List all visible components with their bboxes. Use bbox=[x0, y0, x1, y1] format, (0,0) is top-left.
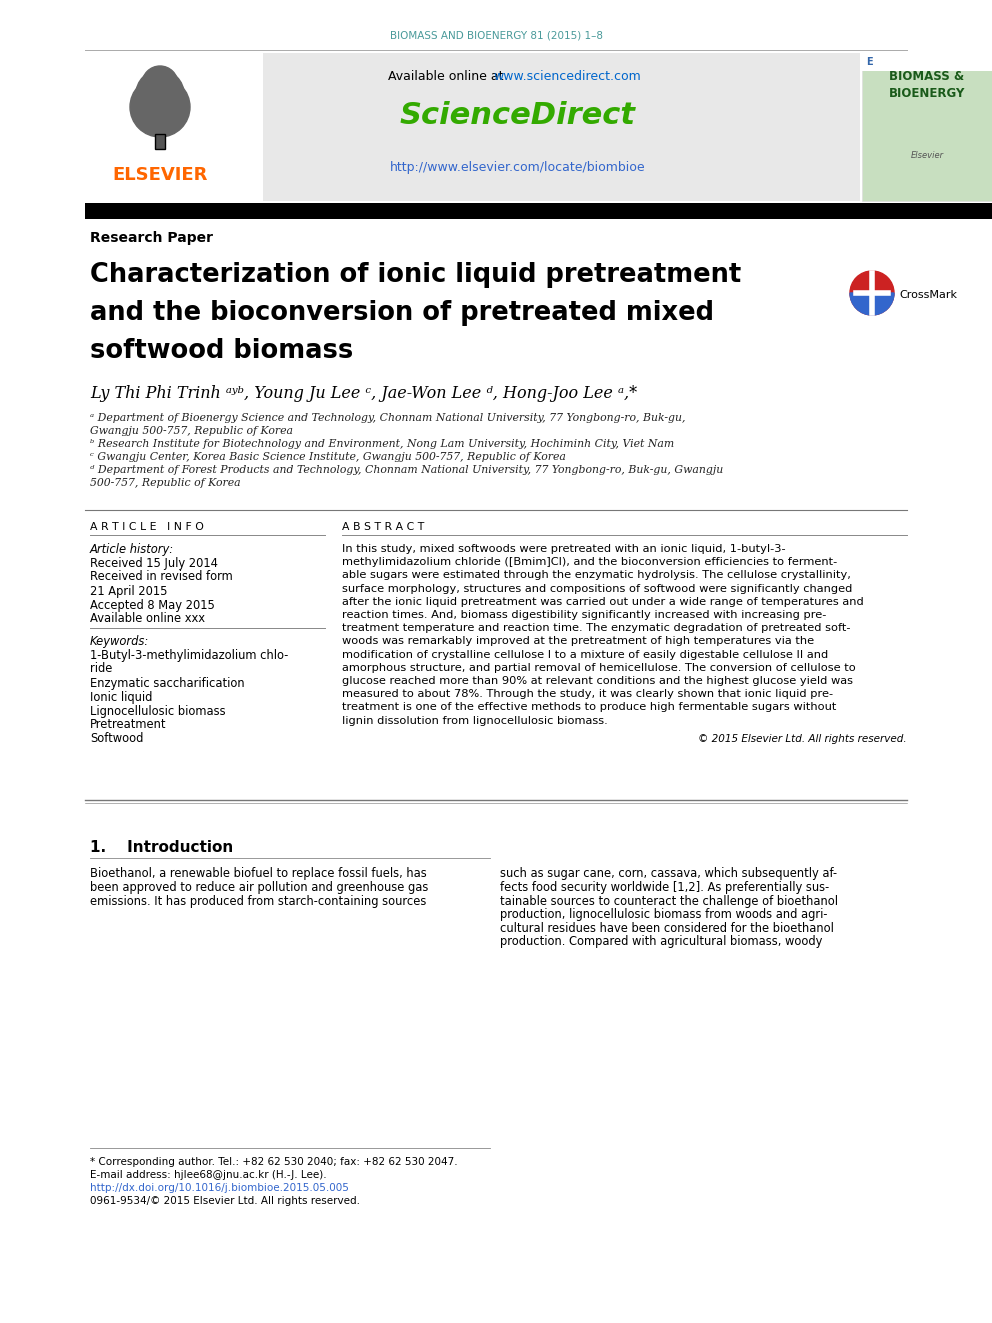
Text: Received 15 July 2014: Received 15 July 2014 bbox=[90, 557, 218, 569]
Text: emissions. It has produced from starch-containing sources: emissions. It has produced from starch-c… bbox=[90, 894, 427, 908]
Text: CrossMark: CrossMark bbox=[899, 290, 957, 300]
Text: Characterization of ionic liquid pretreatment: Characterization of ionic liquid pretrea… bbox=[90, 262, 741, 288]
Text: E-mail address: hjlee68@jnu.ac.kr (H.-J. Lee).: E-mail address: hjlee68@jnu.ac.kr (H.-J.… bbox=[90, 1170, 326, 1180]
Text: http://www.elsevier.com/locate/biombioe: http://www.elsevier.com/locate/biombioe bbox=[390, 161, 646, 175]
Text: BIOMASS &
BIOENERGY: BIOMASS & BIOENERGY bbox=[889, 70, 965, 101]
Text: reaction times. And, biomass digestibility significantly increased with increasi: reaction times. And, biomass digestibili… bbox=[342, 610, 826, 620]
Text: Elsevier: Elsevier bbox=[911, 151, 943, 160]
Text: and the bioconversion of pretreated mixed: and the bioconversion of pretreated mixe… bbox=[90, 300, 714, 325]
Text: www.sciencedirect.com: www.sciencedirect.com bbox=[493, 70, 641, 82]
FancyBboxPatch shape bbox=[85, 202, 992, 220]
Text: Lignocellulosic biomass: Lignocellulosic biomass bbox=[90, 705, 225, 717]
Text: ᵃ Department of Bioenergy Science and Technology, Chonnam National University, 7: ᵃ Department of Bioenergy Science and Te… bbox=[90, 413, 685, 423]
Text: ᵇ Research Institute for Biotechnology and Environment, Nong Lam University, Hoc: ᵇ Research Institute for Biotechnology a… bbox=[90, 439, 675, 448]
Text: Keywords:: Keywords: bbox=[90, 635, 149, 647]
Text: ScienceDirect: ScienceDirect bbox=[400, 101, 636, 130]
Text: Ionic liquid: Ionic liquid bbox=[90, 691, 153, 704]
Text: methylimidazolium chloride ([Bmim]Cl), and the bioconversion efficiencies to fer: methylimidazolium chloride ([Bmim]Cl), a… bbox=[342, 557, 837, 568]
Text: BIOMASS AND BIOENERGY 81 (2015) 1–8: BIOMASS AND BIOENERGY 81 (2015) 1–8 bbox=[390, 30, 602, 41]
Text: surface morphology, structures and compositions of softwood were significantly c: surface morphology, structures and compo… bbox=[342, 583, 852, 594]
Text: Available online xxx: Available online xxx bbox=[90, 613, 205, 626]
Text: been approved to reduce air pollution and greenhouse gas: been approved to reduce air pollution an… bbox=[90, 881, 429, 894]
Text: Ly Thi Phi Trinh ᵃʸᵇ, Young Ju Lee ᶜ, Jae-Won Lee ᵈ, Hong-Joo Lee ᵃ,*: Ly Thi Phi Trinh ᵃʸᵇ, Young Ju Lee ᶜ, Ja… bbox=[90, 385, 637, 401]
Text: such as sugar cane, corn, cassava, which subsequently af-: such as sugar cane, corn, cassava, which… bbox=[500, 868, 837, 881]
Text: Available online at: Available online at bbox=[388, 70, 508, 82]
Text: production, lignocellulosic biomass from woods and agri-: production, lignocellulosic biomass from… bbox=[500, 908, 827, 921]
Text: tainable sources to counteract the challenge of bioethanol: tainable sources to counteract the chall… bbox=[500, 894, 838, 908]
Text: Pretreatment: Pretreatment bbox=[90, 718, 167, 732]
Text: ELSEVIER: ELSEVIER bbox=[112, 165, 207, 184]
Text: 1-Butyl-3-methylimidazolium chlo-: 1-Butyl-3-methylimidazolium chlo- bbox=[90, 648, 289, 662]
Text: cultural residues have been considered for the bioethanol: cultural residues have been considered f… bbox=[500, 922, 834, 934]
FancyBboxPatch shape bbox=[85, 53, 860, 201]
Text: able sugars were estimated through the enzymatic hydrolysis. The cellulose cryst: able sugars were estimated through the e… bbox=[342, 570, 851, 581]
Circle shape bbox=[850, 271, 894, 315]
FancyBboxPatch shape bbox=[862, 53, 992, 201]
Text: ᵈ Department of Forest Products and Technology, Chonnam National University, 77 : ᵈ Department of Forest Products and Tech… bbox=[90, 464, 723, 475]
Text: © 2015 Elsevier Ltd. All rights reserved.: © 2015 Elsevier Ltd. All rights reserved… bbox=[698, 734, 907, 744]
Text: 500-757, Republic of Korea: 500-757, Republic of Korea bbox=[90, 478, 241, 488]
Text: http://dx.doi.org/10.1016/j.biombioe.2015.05.005: http://dx.doi.org/10.1016/j.biombioe.201… bbox=[90, 1183, 349, 1193]
Text: 1.    Introduction: 1. Introduction bbox=[90, 840, 233, 856]
Circle shape bbox=[130, 77, 190, 138]
FancyBboxPatch shape bbox=[862, 53, 992, 71]
Text: fects food security worldwide [1,2]. As preferentially sus-: fects food security worldwide [1,2]. As … bbox=[500, 881, 829, 894]
Text: amorphous structure, and partial removal of hemicellulose. The conversion of cel: amorphous structure, and partial removal… bbox=[342, 663, 856, 673]
Text: after the ionic liquid pretreatment was carried out under a wide range of temper: after the ionic liquid pretreatment was … bbox=[342, 597, 864, 607]
Text: Research Paper: Research Paper bbox=[90, 232, 213, 245]
Text: * Corresponding author. Tel.: +82 62 530 2040; fax: +82 62 530 2047.: * Corresponding author. Tel.: +82 62 530… bbox=[90, 1158, 457, 1167]
Text: woods was remarkably improved at the pretreatment of high temperatures via the: woods was remarkably improved at the pre… bbox=[342, 636, 814, 647]
Text: In this study, mixed softwoods were pretreated with an ionic liquid, 1-butyl-3-: In this study, mixed softwoods were pret… bbox=[342, 544, 786, 554]
FancyBboxPatch shape bbox=[85, 53, 263, 201]
Circle shape bbox=[142, 66, 178, 102]
Text: Bioethanol, a renewable biofuel to replace fossil fuels, has: Bioethanol, a renewable biofuel to repla… bbox=[90, 868, 427, 881]
Text: A B S T R A C T: A B S T R A C T bbox=[342, 523, 425, 532]
Text: treatment temperature and reaction time. The enzymatic degradation of pretreated: treatment temperature and reaction time.… bbox=[342, 623, 850, 634]
Text: treatment is one of the effective methods to produce high fermentable sugars wit: treatment is one of the effective method… bbox=[342, 703, 836, 712]
Text: glucose reached more than 90% at relevant conditions and the highest glucose yie: glucose reached more than 90% at relevan… bbox=[342, 676, 853, 687]
Wedge shape bbox=[850, 292, 894, 315]
Text: production. Compared with agricultural biomass, woody: production. Compared with agricultural b… bbox=[500, 935, 822, 949]
Text: softwood biomass: softwood biomass bbox=[90, 337, 353, 364]
Text: E: E bbox=[866, 57, 873, 67]
Text: lignin dissolution from lignocellulosic biomass.: lignin dissolution from lignocellulosic … bbox=[342, 716, 608, 725]
Text: measured to about 78%. Through the study, it was clearly shown that ionic liquid: measured to about 78%. Through the study… bbox=[342, 689, 833, 699]
Text: Enzymatic saccharification: Enzymatic saccharification bbox=[90, 676, 245, 689]
Text: Gwangju 500-757, Republic of Korea: Gwangju 500-757, Republic of Korea bbox=[90, 426, 293, 437]
FancyBboxPatch shape bbox=[155, 134, 165, 149]
Text: Received in revised form: Received in revised form bbox=[90, 570, 233, 583]
Text: modification of crystalline cellulose I to a mixture of easily digestable cellul: modification of crystalline cellulose I … bbox=[342, 650, 828, 660]
Text: A R T I C L E   I N F O: A R T I C L E I N F O bbox=[90, 523, 204, 532]
Text: Softwood: Softwood bbox=[90, 733, 144, 745]
Text: ride: ride bbox=[90, 663, 112, 676]
Text: ᶜ Gwangju Center, Korea Basic Science Institute, Gwangju 500-757, Republic of Ko: ᶜ Gwangju Center, Korea Basic Science In… bbox=[90, 452, 565, 462]
Text: Accepted 8 May 2015: Accepted 8 May 2015 bbox=[90, 598, 215, 611]
Circle shape bbox=[136, 70, 184, 118]
Text: 0961-9534/© 2015 Elsevier Ltd. All rights reserved.: 0961-9534/© 2015 Elsevier Ltd. All right… bbox=[90, 1196, 360, 1207]
Text: 21 April 2015: 21 April 2015 bbox=[90, 585, 168, 598]
Text: Article history:: Article history: bbox=[90, 542, 175, 556]
